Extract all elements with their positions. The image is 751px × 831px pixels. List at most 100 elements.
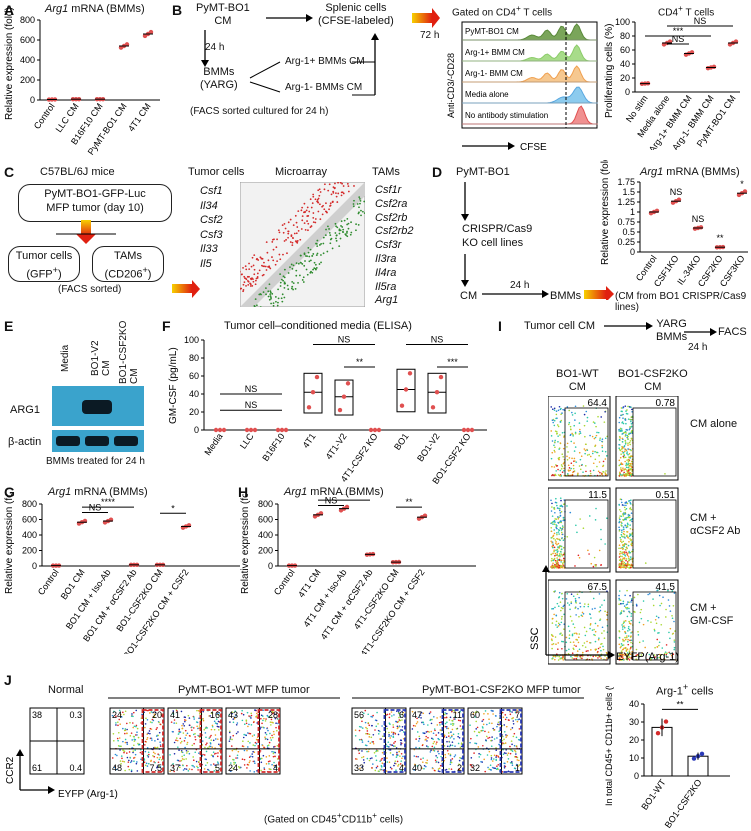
c-point-green [267,295,270,298]
j-event [497,756,500,758]
j-event [440,755,442,758]
i-event [658,594,661,597]
j-event [487,713,489,715]
j-event [214,766,217,769]
i-event [571,652,574,655]
c-gene: Csf1r [375,184,402,196]
b-hist-row-label: Arg-1+ BMM CM [465,48,525,57]
h-ytick-label: 600 [258,515,273,525]
j-event [367,721,370,724]
i-event [625,558,628,560]
j-event [354,729,357,731]
j-event [444,712,447,714]
c-sorted: (FACS sorted) [58,284,122,295]
c-point-green [279,285,282,287]
i-event [623,605,626,607]
i-event [554,554,556,557]
i-event [629,473,632,476]
j-event [208,737,211,739]
j-event [399,755,401,757]
j-ko-title: PyMT-BO1-CSF2KO MFP tumor [422,684,581,696]
i-event [578,633,581,635]
i-event [561,537,563,539]
i-event [639,611,642,614]
d-sig-label: ** [716,233,724,243]
i-event [673,641,676,643]
j-quad-value: 20 [152,710,162,720]
i-event [618,517,621,519]
i-event [563,559,565,562]
j-event [214,722,217,724]
j-event [509,713,512,716]
j-event [231,738,233,741]
j-event [415,755,418,758]
j-event [124,710,127,713]
j-event [146,718,149,721]
e-row-arg1: ARG1 [10,404,40,416]
i-event [556,553,559,555]
c-point-green [331,247,334,250]
i-event [563,474,565,477]
j-event [429,711,432,713]
i-event [627,537,630,539]
i-event [572,471,574,474]
c-point-green [259,306,262,307]
j-event [385,725,388,728]
i-event [657,632,659,634]
j-event [145,762,148,765]
j-event [252,744,255,746]
i-event [625,422,627,425]
j-event [377,729,380,732]
j-event [158,721,160,724]
c-microarray-plot [240,182,365,307]
c-gene: Il3ra [375,252,397,265]
c-point-green [295,262,298,265]
j-event [206,742,208,745]
c-tumor-box: PyMT-BO1-GFP-Luc MFP tumor (day 10) [18,184,172,222]
c-point-green [359,199,362,202]
i-event [623,620,625,623]
c-point-red [272,248,275,251]
c-point-green [318,263,321,265]
j-event [141,713,143,716]
j-ytick-label: 0 [634,771,639,781]
f-ytick-label: 60 [189,371,199,381]
i-event [559,555,561,558]
j-event [401,711,404,713]
b-bmms: BMMs (YARG) [200,66,238,91]
i-event [551,657,554,660]
i-event [551,408,554,411]
i-event [590,617,592,619]
d-flow-arrows [461,182,614,300]
j-event [212,755,214,757]
c-point-red [332,186,335,189]
c-point-red [311,202,314,205]
j-event [129,761,132,764]
j-event [372,742,375,745]
i-event [589,623,592,625]
c-point-red [279,258,282,261]
c-point-green [277,301,279,304]
c-point-red [297,210,300,213]
j-event [459,719,462,722]
i-event [602,464,605,467]
i-event [626,652,629,654]
c-point-red [304,228,307,231]
j-event [255,738,258,741]
j-event [241,719,244,722]
j-event [232,718,235,720]
i-event [620,524,622,526]
j-event [154,752,156,755]
g-xlabel: BO1 CM [59,567,87,601]
i-event [623,610,625,612]
j-event [269,721,272,723]
j-event [133,740,136,742]
j-event [248,732,250,735]
c-point-red [277,229,280,232]
i-event [552,635,554,638]
j-event [515,753,517,755]
i-24h: 24 h [688,342,708,353]
j-event [234,714,237,717]
i-event [665,608,667,611]
